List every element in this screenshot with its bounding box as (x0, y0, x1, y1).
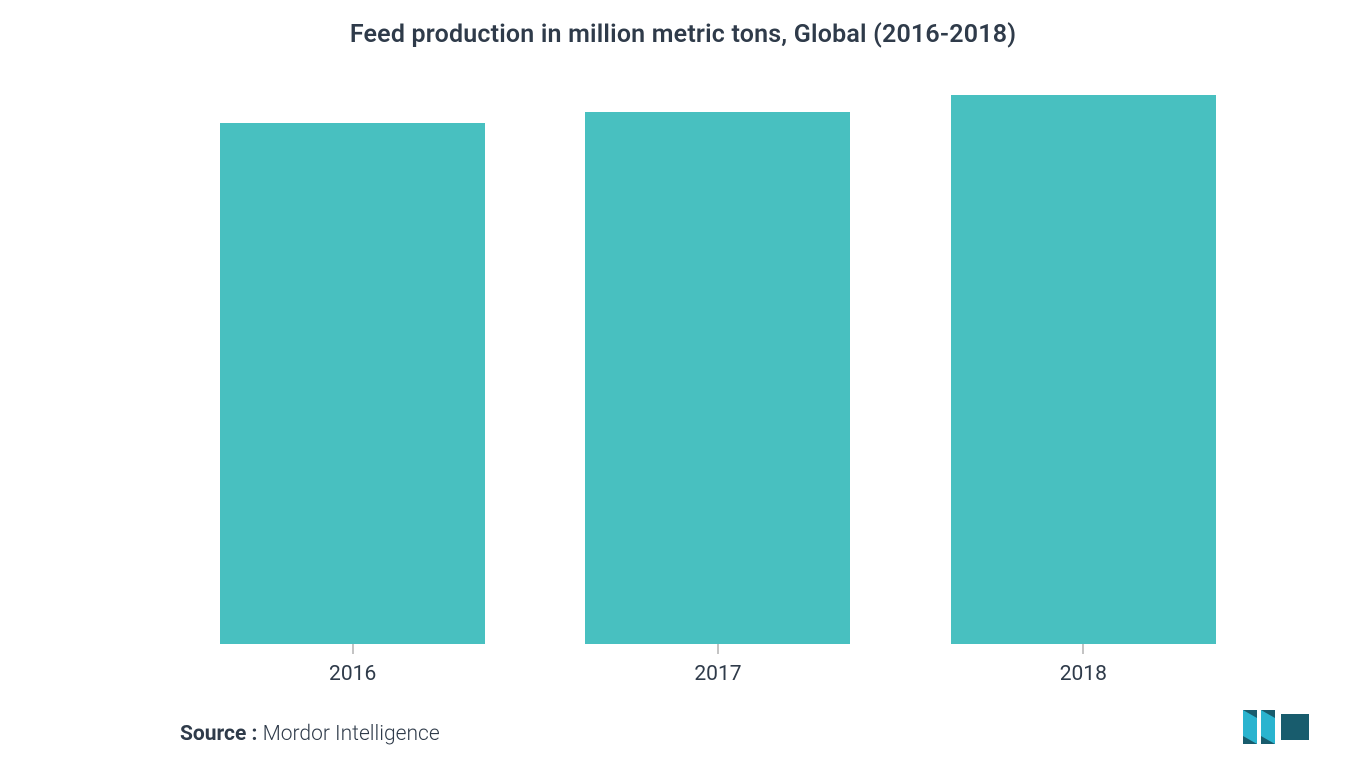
tick-2018 (1083, 644, 1084, 654)
bar-2017 (585, 112, 850, 644)
bar-2018 (951, 95, 1216, 644)
logo-bars (1243, 710, 1309, 744)
mordor-logo-icon (1241, 708, 1311, 746)
bar-group-2017: 2017 (535, 84, 900, 644)
tick-label-2017: 2017 (694, 662, 741, 686)
bar-group-2016: 2016 (170, 84, 535, 644)
source-label: Source : (180, 722, 257, 746)
footer: Source : Mordor Intelligence (180, 722, 440, 746)
bar-group-2018: 2018 (901, 84, 1266, 644)
tick-2017 (717, 644, 718, 654)
source-text: Mordor Intelligence (257, 722, 439, 746)
tick-2016 (352, 644, 353, 654)
bar-2016 (220, 123, 485, 644)
bars-row: 2016 2017 2018 (170, 84, 1266, 644)
plot-area: 2016 2017 2018 (60, 84, 1306, 644)
chart-title: Feed production in million metric tons, … (60, 20, 1306, 49)
tick-label-2016: 2016 (329, 662, 376, 686)
tick-label-2018: 2018 (1060, 662, 1107, 686)
chart-container: Feed production in million metric tons, … (0, 0, 1366, 768)
